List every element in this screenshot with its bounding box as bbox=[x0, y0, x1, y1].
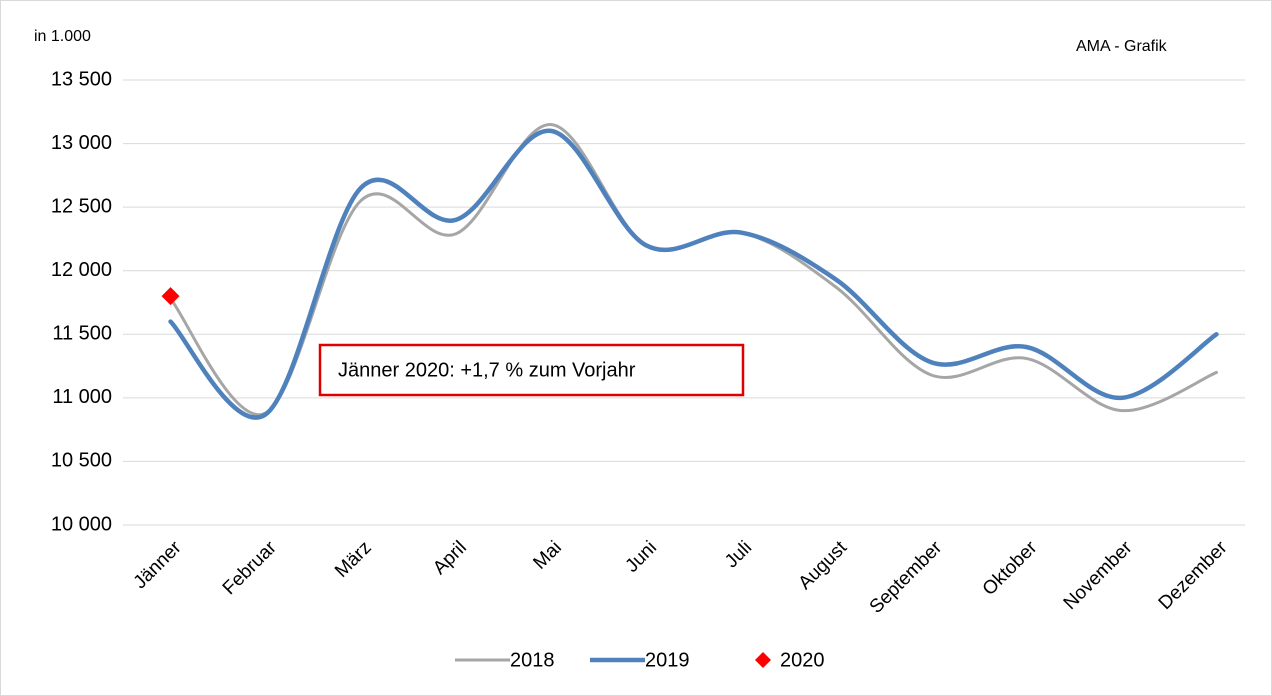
y-tick-label: 11 500 bbox=[52, 323, 112, 345]
y-tick-label: 13 000 bbox=[51, 132, 112, 154]
annotation: Jänner 2020: +1,7 % zum Vorjahr bbox=[338, 359, 636, 381]
y-tick-label: 12 000 bbox=[51, 259, 112, 281]
unit-label: in 1.000 bbox=[34, 28, 91, 45]
data-line bbox=[168, 128, 1219, 420]
legend-label: 2020 bbox=[780, 649, 825, 671]
y-tick-label: 12 500 bbox=[51, 195, 112, 217]
y-tick-label: 10 000 bbox=[51, 513, 112, 535]
legend-label: 2018 bbox=[510, 649, 555, 671]
annotation-box bbox=[318, 343, 745, 397]
y-tick-label: 13 500 bbox=[51, 68, 112, 90]
data-point bbox=[161, 287, 180, 306]
source-label: AMA - Grafik bbox=[1076, 38, 1168, 55]
legend-label: 2019 bbox=[645, 649, 690, 671]
y-tick-label: 11 000 bbox=[52, 386, 112, 408]
legend-marker bbox=[755, 652, 771, 668]
y-tick-label: 10 500 bbox=[51, 450, 112, 472]
